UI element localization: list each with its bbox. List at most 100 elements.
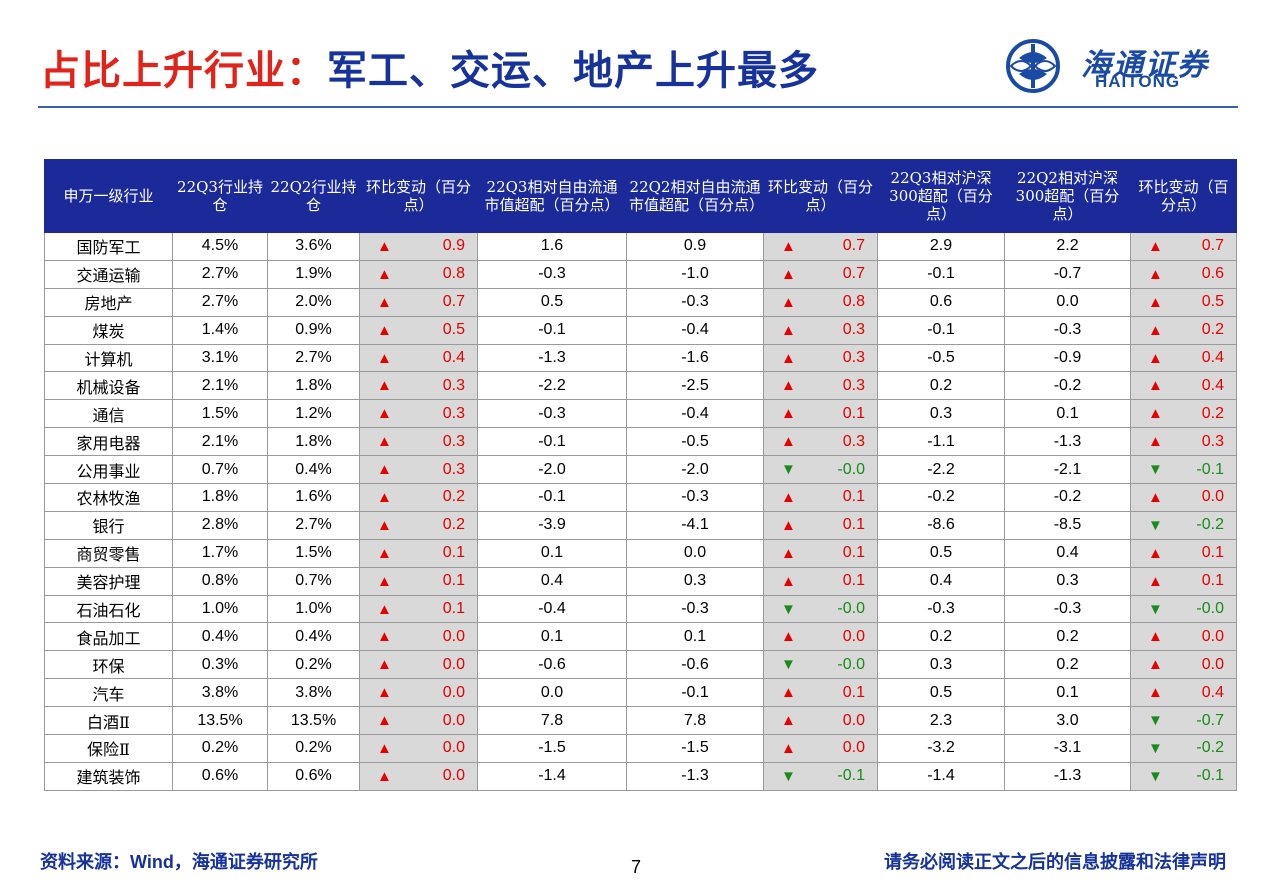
table-row: 白酒Ⅱ 13.5% 13.5% ▲ 0.0 7.8 7.8 ▲ 0.0 2.3 3.0 ▼ -0.7	[44, 706, 1237, 736]
change-value: 0.5	[1201, 293, 1224, 311]
q3-freefloat-cell: 0.1	[477, 622, 627, 652]
q2-position-cell: 0.6%	[267, 761, 360, 791]
q2-hs300-cell: -0.7	[1004, 259, 1131, 289]
qoq-change-3-cell: ▲ 0.6	[1130, 259, 1237, 289]
industry-name-cell: 汽车	[44, 678, 173, 708]
qoq-change-3-cell: ▼ -0.1	[1130, 455, 1237, 485]
down-arrow-icon: ▼	[781, 461, 796, 479]
industry-name-cell: 商贸零售	[44, 538, 173, 568]
qoq-change-2-cell: ▼ -0.1	[763, 761, 878, 791]
q3-hs300-cell: 0.4	[877, 566, 1005, 596]
industry-name-cell: 国防军工	[44, 232, 173, 261]
industry-name-cell: 家用电器	[44, 427, 173, 457]
change-value: 0.1	[842, 488, 865, 506]
q3-freefloat-cell: -0.1	[477, 427, 627, 457]
qoq-change-2-cell: ▲ 0.3	[763, 315, 878, 345]
up-arrow-icon: ▲	[781, 628, 796, 646]
q3-freefloat-cell: -1.3	[477, 343, 627, 373]
qoq-change-3-cell: ▲ 0.0	[1130, 622, 1237, 652]
q3-hs300-cell: 2.9	[877, 232, 1005, 261]
table-row: 美容护理 0.8% 0.7% ▲ 0.1 0.4 0.3 ▲ 0.1 0.4 0.3 ▲ 0.1	[44, 566, 1237, 596]
industry-position-table: 申万一级行业 22Q3行业持仓 22Q2行业持仓 环比变动（百分点） 22Q3相…	[44, 159, 1237, 791]
qoq-change-3-cell: ▼ -0.2	[1130, 510, 1237, 540]
up-arrow-icon: ▲	[781, 265, 796, 283]
qoq-change-3-cell: ▲ 0.7	[1130, 232, 1237, 261]
q2-freefloat-cell: -2.0	[626, 455, 764, 485]
q2-position-cell: 13.5%	[267, 706, 360, 736]
up-arrow-icon: ▲	[377, 433, 392, 451]
q2-freefloat-cell: -0.4	[626, 315, 764, 345]
q2-position-cell: 3.8%	[267, 678, 360, 708]
qoq-change-3-cell: ▼ -0.7	[1130, 706, 1237, 736]
q3-hs300-cell: 0.5	[877, 678, 1005, 708]
qoq-change-2-cell: ▲ 0.1	[763, 510, 878, 540]
q2-freefloat-cell: -1.0	[626, 259, 764, 289]
change-value: -0.0	[1196, 600, 1224, 618]
q3-position-cell: 0.4%	[172, 622, 268, 652]
q2-position-cell: 3.6%	[267, 232, 360, 261]
up-arrow-icon: ▲	[781, 488, 796, 506]
q3-hs300-cell: 0.5	[877, 538, 1005, 568]
qoq-change-1-cell: ▲ 0.3	[359, 427, 478, 457]
q3-hs300-cell: 0.3	[877, 399, 1005, 429]
haitong-logo-icon	[1006, 39, 1060, 93]
change-value: 0.6	[1201, 265, 1224, 283]
change-value: -0.1	[837, 767, 865, 785]
qoq-change-1-cell: ▲ 0.3	[359, 455, 478, 485]
table-row: 交通运输 2.7% 1.9% ▲ 0.8 -0.3 -1.0 ▲ 0.7 -0.1 -0.7 ▲ 0.6	[44, 259, 1237, 289]
q2-position-cell: 0.2%	[267, 734, 360, 763]
q3-freefloat-cell: -0.3	[477, 259, 627, 289]
q3-position-cell: 2.7%	[172, 259, 268, 289]
up-arrow-icon: ▲	[781, 237, 796, 255]
q3-hs300-cell: -0.1	[877, 259, 1005, 289]
table-row: 公用事业 0.7% 0.4% ▲ 0.3 -2.0 -2.0 ▼ -0.0 -2.2 -2.1 ▼ -0…	[44, 455, 1237, 485]
industry-name-cell: 建筑装饰	[44, 761, 173, 791]
q2-hs300-cell: -0.3	[1004, 315, 1131, 345]
q2-hs300-cell: 3.0	[1004, 706, 1131, 736]
change-value: 0.3	[442, 432, 465, 450]
up-arrow-icon: ▲	[781, 572, 796, 590]
q3-freefloat-cell: 0.4	[477, 566, 627, 596]
change-value: 0.2	[442, 488, 465, 506]
change-value: 0.0	[442, 711, 465, 729]
down-arrow-icon: ▼	[1148, 712, 1163, 730]
change-value: 0.2	[1201, 404, 1224, 422]
qoq-change-2-cell: ▲ 0.8	[763, 287, 878, 317]
industry-name-cell: 美容护理	[44, 566, 173, 596]
qoq-change-3-cell: ▲ 0.3	[1130, 427, 1237, 457]
down-arrow-icon: ▼	[1148, 516, 1163, 534]
qoq-change-1-cell: ▲ 0.0	[359, 706, 478, 736]
q2-freefloat-cell: -0.3	[626, 287, 764, 317]
table-row: 国防军工 4.5% 3.6% ▲ 0.9 1.6 0.9 ▲ 0.7 2.9 2.2 ▲ 0.7	[44, 232, 1237, 261]
up-arrow-icon: ▲	[1148, 265, 1163, 283]
up-arrow-icon: ▲	[377, 321, 392, 339]
qoq-change-3-cell: ▼ -0.0	[1130, 594, 1237, 624]
q3-freefloat-cell: -0.4	[477, 594, 627, 624]
table-row: 汽车 3.8% 3.8% ▲ 0.0 0.0 -0.1 ▲ 0.1 0.5 0.1 ▲ 0.4	[44, 678, 1237, 708]
q2-freefloat-cell: 7.8	[626, 706, 764, 736]
q2-hs300-cell: 0.1	[1004, 399, 1131, 429]
title-part1: 占比上升行业：	[40, 47, 327, 94]
q3-position-cell: 1.5%	[172, 399, 268, 429]
up-arrow-icon: ▲	[377, 293, 392, 311]
qoq-change-2-cell: ▲ 0.7	[763, 232, 878, 261]
industry-name-cell: 公用事业	[44, 455, 173, 485]
change-value: 0.2	[1201, 321, 1224, 339]
q3-position-cell: 2.1%	[172, 371, 268, 401]
qoq-change-1-cell: ▲ 0.7	[359, 287, 478, 317]
qoq-change-3-cell: ▲ 0.4	[1130, 371, 1237, 401]
qoq-change-1-cell: ▲ 0.4	[359, 343, 478, 373]
q2-hs300-cell: 0.3	[1004, 566, 1131, 596]
qoq-change-3-cell: ▲ 0.2	[1130, 315, 1237, 345]
industry-name-cell: 石油石化	[44, 594, 173, 624]
q3-hs300-cell: -3.2	[877, 734, 1005, 763]
change-value: 0.9	[442, 237, 465, 255]
change-value: 0.0	[1201, 627, 1224, 645]
change-value: 0.1	[1201, 572, 1224, 590]
up-arrow-icon: ▲	[1148, 349, 1163, 367]
qoq-change-2-cell: ▼ -0.0	[763, 650, 878, 680]
change-value: 0.7	[842, 237, 865, 255]
up-arrow-icon: ▲	[781, 544, 796, 562]
qoq-change-3-cell: ▼ -0.1	[1130, 761, 1237, 791]
up-arrow-icon: ▲	[377, 656, 392, 674]
